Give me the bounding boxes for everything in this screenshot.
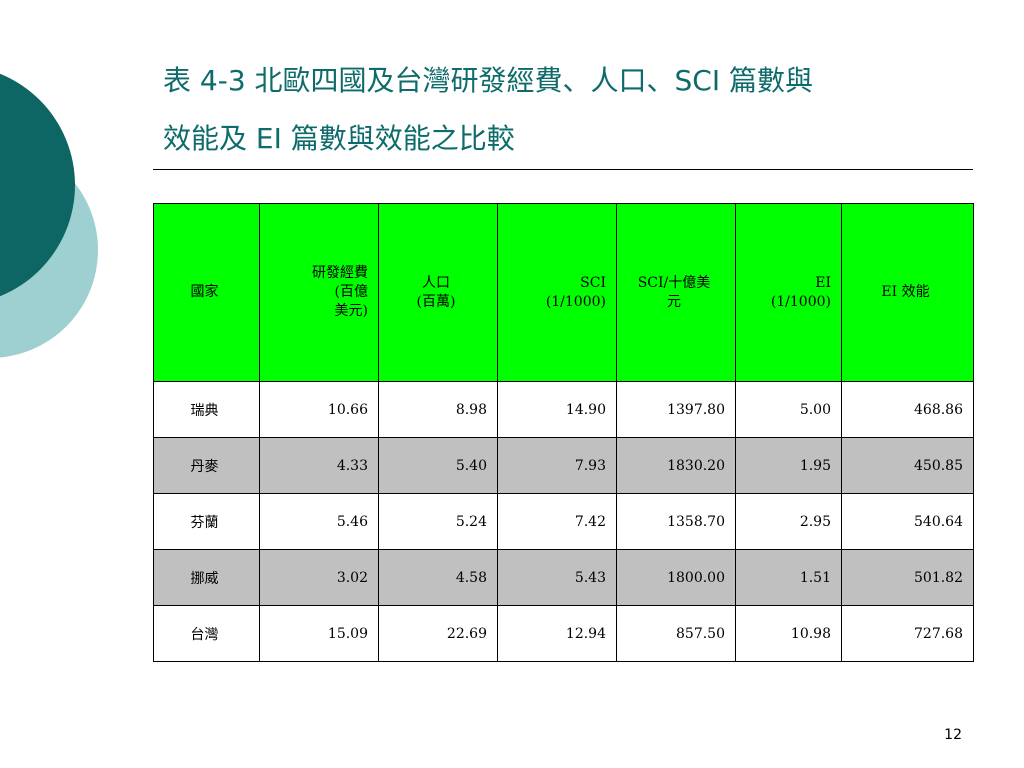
cell-ei-efficiency: 540.64 [841, 493, 974, 550]
table-row: 芬蘭 5.46 5.24 7.42 1358.70 2.95 540.64 [153, 493, 974, 550]
header-ei: EI (1/1000) [735, 203, 842, 382]
cell-rd: 3.02 [259, 549, 379, 606]
slide-title: 表 4-3 北歐四國及台灣研發經費、人口、SCI 篇數與 效能及 EI 篇數與效… [163, 52, 973, 168]
cell-rd: 4.33 [259, 437, 379, 494]
header-sci: SCI (1/1000) [497, 203, 617, 382]
header-population: 人口 (百萬) [378, 203, 498, 382]
title-line-2: 效能及 EI 篇數與效能之比較 [163, 122, 515, 155]
table-row: 台灣 15.09 22.69 12.94 857.50 10.98 727.68 [153, 605, 974, 662]
cell-country: 瑞典 [153, 381, 260, 438]
title-divider [153, 169, 973, 170]
cell-sci: 7.42 [497, 493, 617, 550]
cell-rd: 10.66 [259, 381, 379, 438]
comparison-table: 國家 研發經費 (百億 美元) 人口 (百萬) SCI (1/1000) SCI… [153, 203, 974, 662]
cell-ei: 1.51 [735, 549, 842, 606]
header-row: 國家 研發經費 (百億 美元) 人口 (百萬) SCI (1/1000) SCI… [153, 203, 974, 382]
cell-sci-efficiency: 857.50 [616, 605, 736, 662]
cell-sci-efficiency: 1358.70 [616, 493, 736, 550]
cell-ei-efficiency: 450.85 [841, 437, 974, 494]
cell-country: 丹麥 [153, 437, 260, 494]
cell-ei: 1.95 [735, 437, 842, 494]
cell-rd: 5.46 [259, 493, 379, 550]
table-row: 丹麥 4.33 5.40 7.93 1830.20 1.95 450.85 [153, 437, 974, 494]
cell-country: 台灣 [153, 605, 260, 662]
cell-sci: 14.90 [497, 381, 617, 438]
cell-population: 5.40 [378, 437, 498, 494]
header-rd-expenditure: 研發經費 (百億 美元) [259, 203, 379, 382]
cell-ei-efficiency: 501.82 [841, 549, 974, 606]
page-number: 12 [944, 727, 962, 743]
cell-ei-efficiency: 468.86 [841, 381, 974, 438]
cell-population: 5.24 [378, 493, 498, 550]
cell-ei: 5.00 [735, 381, 842, 438]
cell-sci-efficiency: 1397.80 [616, 381, 736, 438]
table-body: 瑞典 10.66 8.98 14.90 1397.80 5.00 468.86 … [153, 381, 974, 662]
cell-ei: 10.98 [735, 605, 842, 662]
cell-sci: 5.43 [497, 549, 617, 606]
table-row: 瑞典 10.66 8.98 14.90 1397.80 5.00 468.86 [153, 381, 974, 438]
cell-population: 22.69 [378, 605, 498, 662]
header-ei-efficiency: EI 效能 [841, 203, 974, 382]
cell-rd: 15.09 [259, 605, 379, 662]
table-row: 挪威 3.02 4.58 5.43 1800.00 1.51 501.82 [153, 549, 974, 606]
cell-ei: 2.95 [735, 493, 842, 550]
cell-ei-efficiency: 727.68 [841, 605, 974, 662]
header-sci-efficiency: SCI/十億美 元 [616, 203, 736, 382]
title-line-1: 表 4-3 北歐四國及台灣研發經費、人口、SCI 篇數與 [163, 64, 814, 97]
cell-country: 芬蘭 [153, 493, 260, 550]
cell-country: 挪威 [153, 549, 260, 606]
header-country: 國家 [153, 203, 260, 382]
cell-population: 8.98 [378, 381, 498, 438]
decorative-circles [0, 73, 98, 358]
table-header: 國家 研發經費 (百億 美元) 人口 (百萬) SCI (1/1000) SCI… [153, 203, 974, 382]
cell-sci: 7.93 [497, 437, 617, 494]
cell-sci: 12.94 [497, 605, 617, 662]
cell-population: 4.58 [378, 549, 498, 606]
dark-teal-circle [0, 73, 75, 297]
cell-sci-efficiency: 1800.00 [616, 549, 736, 606]
cell-sci-efficiency: 1830.20 [616, 437, 736, 494]
